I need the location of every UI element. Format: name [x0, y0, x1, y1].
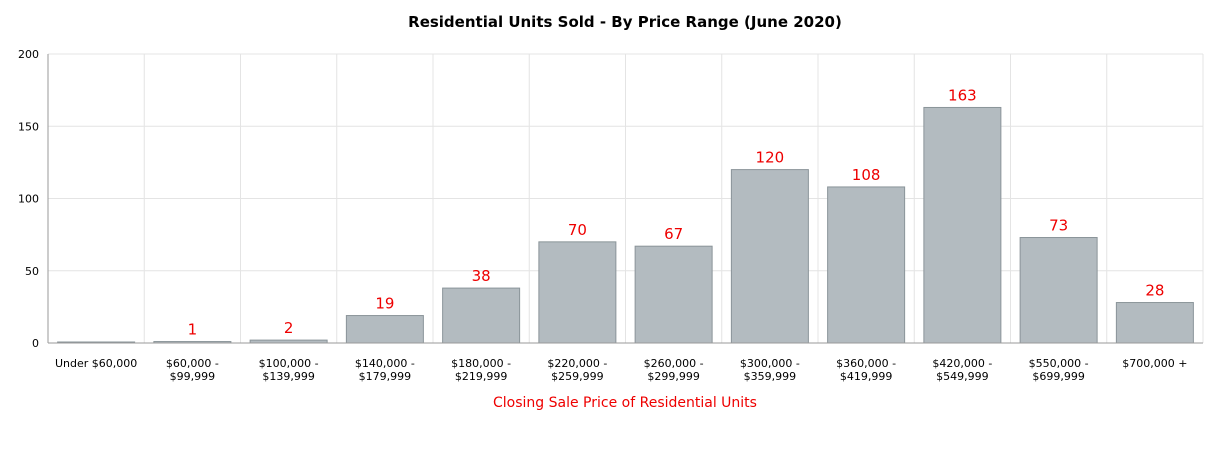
bar [730, 169, 809, 344]
data-label: 108 [852, 166, 881, 184]
data-label: 70 [568, 221, 587, 239]
data-label: 2 [284, 319, 294, 337]
x-category-label: $360,000 -$419,999 [836, 357, 896, 383]
y-tick-label: 100 [18, 193, 39, 206]
y-tick-label: 50 [25, 265, 39, 278]
data-label: 1 [188, 321, 198, 339]
x-category-label: $550,000 -$699,999 [1029, 357, 1089, 383]
x-category-label: Under $60,000 [55, 357, 137, 370]
data-label: 19 [375, 295, 394, 313]
data-label: 120 [756, 149, 785, 167]
data-label: 28 [1145, 282, 1164, 300]
bar [442, 287, 521, 344]
x-category-label: $260,000 -$299,999 [644, 357, 704, 383]
bar [1115, 302, 1194, 344]
x-category-label: $60,000 -$99,999 [166, 357, 219, 383]
bar [1019, 237, 1098, 344]
bar [345, 315, 424, 344]
x-category-label: $420,000 -$549,999 [932, 357, 992, 383]
y-tick-label: 150 [18, 120, 39, 133]
gridlines [48, 53, 1204, 344]
x-category-label: $300,000 -$359,999 [740, 357, 800, 383]
x-category-label: $220,000 -$259,999 [547, 357, 607, 383]
x-category-label: $140,000 -$179,999 [355, 357, 415, 383]
y-axis-ticks: 0 50 100 150 200 [18, 48, 39, 350]
y-tick-label: 200 [18, 48, 39, 61]
bar [634, 245, 713, 344]
x-category-label: $700,000 + [1122, 357, 1187, 370]
x-category-label: $100,000 -$139,999 [259, 357, 319, 383]
x-axis-label: Closing Sale Price of Residential Units [493, 395, 757, 411]
x-axis-categories: Under $60,000 $60,000 -$99,999 $100,000 -$… [55, 357, 1187, 383]
data-label: 67 [664, 225, 683, 243]
data-label: 163 [948, 86, 977, 104]
bar [538, 241, 617, 344]
data-label: 73 [1049, 217, 1068, 235]
x-category-label: $180,000 -$219,999 [451, 357, 511, 383]
bars [57, 106, 1194, 344]
bar [923, 106, 1002, 344]
bar [827, 186, 906, 344]
data-labels: 1 2 19 38 70 67 120 108 163 73 28 [188, 86, 1165, 338]
chart-title: Residential Units Sold - By Price Range … [408, 13, 842, 31]
data-label: 38 [472, 267, 491, 285]
y-tick-label: 0 [32, 337, 39, 350]
